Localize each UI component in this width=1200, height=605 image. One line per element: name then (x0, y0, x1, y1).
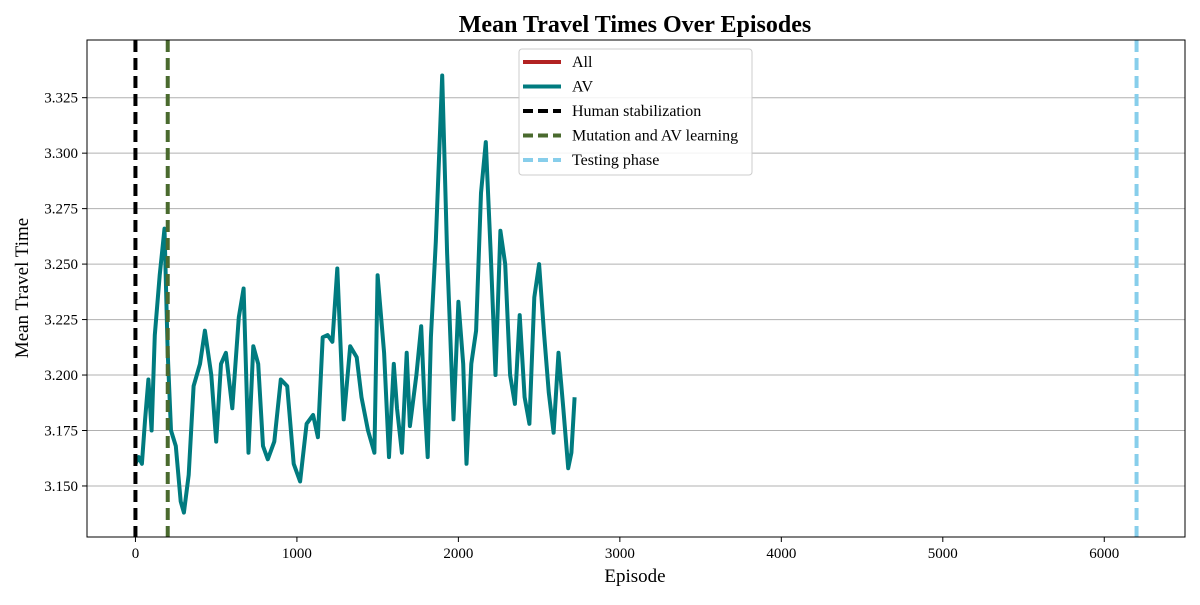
y-tick-label: 3.300 (44, 146, 78, 162)
x-tick-label: 6000 (1089, 546, 1119, 562)
y-tick-label: 3.150 (44, 479, 78, 495)
legend-frame (518, 48, 753, 176)
legend-label: Testing phase (572, 152, 659, 169)
legend-label: All (572, 54, 593, 71)
chart-title: Mean Travel Times Over Episodes (459, 12, 811, 38)
y-tick-label: 3.275 (44, 202, 78, 218)
x-tick-label: 1000 (282, 546, 312, 562)
axis-ticks: 3.150 3.175 3.200 3.225 3.250 3.275 3.300 3.325… (44, 91, 1119, 562)
y-tick-label: 3.225 (44, 313, 78, 329)
legend-label: Human stabilization (572, 103, 701, 120)
plot-area (133, 40, 1139, 537)
y-tick-label: 3.250 (44, 257, 78, 273)
y-tick-label: 3.325 (44, 91, 78, 107)
legend-label: AV (572, 79, 593, 96)
series-line-av (133, 73, 577, 515)
y-tick-label: 3.200 (44, 368, 78, 384)
grid-lines (87, 97, 1185, 487)
plot-frame (86, 39, 1186, 538)
y-axis-label: Mean Travel Time (12, 218, 33, 358)
x-tick-label: 0 (132, 546, 140, 562)
legend-label: Mutation and AV learning (572, 128, 738, 145)
x-axis-label: Episode (604, 566, 665, 587)
x-tick-label: 3000 (605, 546, 635, 562)
x-tick-label: 5000 (928, 546, 958, 562)
x-tick-label: 4000 (766, 546, 796, 562)
x-tick-label: 2000 (443, 546, 473, 562)
legend: All AV Human stabilization Mutation and AV … (518, 48, 753, 176)
y-tick-label: 3.175 (44, 424, 78, 440)
